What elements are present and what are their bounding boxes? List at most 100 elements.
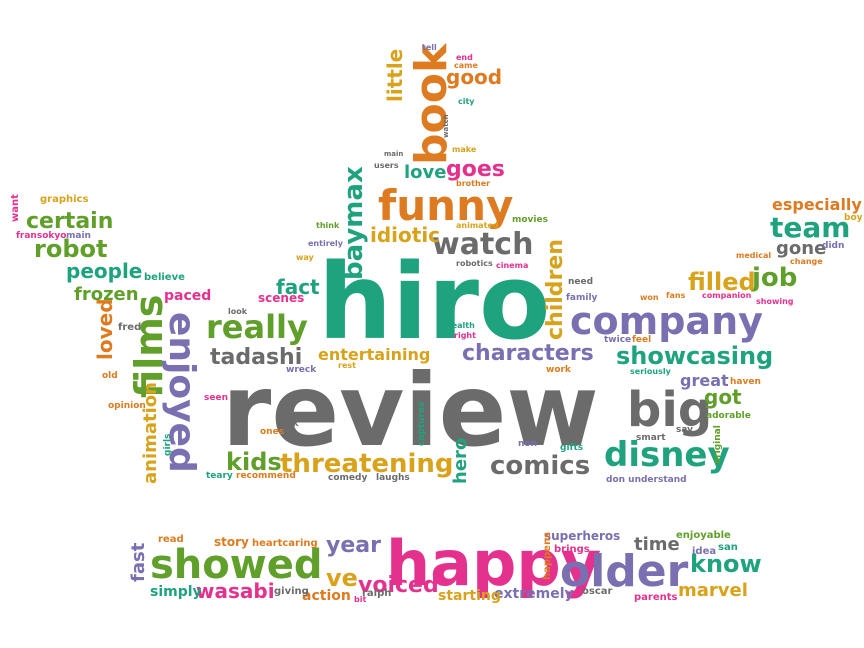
word: action (302, 588, 351, 604)
word: hero (450, 438, 471, 484)
word: seen (204, 393, 228, 403)
word: good (446, 65, 502, 89)
word: got (704, 385, 742, 409)
word: feel (632, 335, 651, 345)
word: believe (144, 272, 185, 283)
word: teary (206, 471, 233, 481)
word: happy (386, 527, 601, 600)
word: brings (554, 544, 590, 555)
word: wasabi (196, 579, 275, 603)
word: comedy (328, 473, 367, 483)
word: characters (462, 341, 594, 366)
word: scenes (258, 291, 304, 305)
word: don understand (606, 475, 687, 485)
word: wreck (286, 365, 317, 375)
word: family (566, 293, 598, 303)
word: fans (666, 291, 686, 300)
word: children (543, 239, 568, 340)
word: tadashi (210, 345, 302, 370)
word: filled (688, 268, 756, 296)
word: change (790, 257, 823, 266)
word: graphics (40, 194, 88, 205)
word: seriously (630, 367, 672, 376)
word: main (384, 150, 403, 158)
word: company (570, 299, 763, 343)
word: especially (772, 195, 862, 214)
word: team (770, 211, 850, 244)
word: job (751, 263, 797, 293)
word: companion (702, 291, 752, 300)
word: brother (456, 179, 490, 188)
word: health (446, 321, 475, 330)
word: fact (276, 275, 320, 299)
word: non (518, 439, 537, 449)
word: boy (844, 213, 863, 223)
word: ones (260, 427, 284, 437)
word: simply (150, 584, 202, 600)
word: medical (736, 251, 771, 260)
word: extremely (494, 586, 574, 602)
word: idiotic (370, 223, 440, 247)
word: make (452, 145, 477, 154)
word: adorable (706, 411, 751, 421)
word: read (158, 534, 184, 545)
word: smart (636, 433, 666, 443)
word: right (454, 331, 476, 340)
word: work (546, 365, 572, 375)
word: certain (26, 209, 113, 234)
word: oscar (582, 586, 612, 597)
word: films (127, 295, 171, 398)
word: enjoyed (161, 312, 202, 473)
word: big (627, 382, 712, 438)
word: fast (128, 542, 149, 582)
word: robot (34, 235, 107, 263)
word: goes (446, 157, 505, 182)
word: animation (140, 382, 161, 484)
word: happens (542, 532, 553, 580)
word: gone (776, 238, 826, 259)
word: love (404, 162, 446, 183)
word: didn (822, 241, 844, 251)
word: baymax (339, 166, 369, 280)
word: enjoyable (676, 530, 731, 541)
word: recommend (236, 471, 296, 481)
word: bit (354, 595, 366, 604)
word: twice (604, 335, 631, 345)
word: san (718, 542, 738, 553)
word: end (456, 53, 473, 62)
word: year (326, 533, 381, 558)
word: comics (490, 451, 590, 481)
word: starting (438, 588, 501, 604)
word: old (102, 371, 118, 381)
word: fransokyo (16, 231, 66, 241)
word: haven (730, 377, 761, 387)
word: people (66, 259, 142, 283)
word: gifts (560, 443, 583, 453)
word: users (374, 161, 399, 170)
word: story (214, 535, 249, 549)
word: disney (604, 435, 730, 475)
word: kids (226, 448, 282, 476)
word: main (66, 231, 91, 241)
word: way (296, 253, 315, 262)
word: older (560, 546, 689, 597)
word: girls (163, 434, 173, 456)
word: animated (456, 221, 499, 230)
word: voiced (358, 573, 439, 598)
word: showing (756, 297, 794, 306)
word: entertaining (318, 345, 430, 364)
word: loved (93, 298, 117, 360)
word: superheros (544, 529, 620, 543)
word: idea (692, 546, 716, 557)
word: parents (634, 592, 678, 603)
word: giving (274, 586, 309, 597)
word: laughs (376, 473, 410, 483)
word: tell (422, 43, 437, 52)
word: won (640, 293, 659, 302)
word: review (222, 352, 599, 469)
word: think (316, 221, 340, 230)
word: funny (378, 181, 513, 230)
word: really (206, 308, 308, 346)
word: know (690, 550, 762, 578)
